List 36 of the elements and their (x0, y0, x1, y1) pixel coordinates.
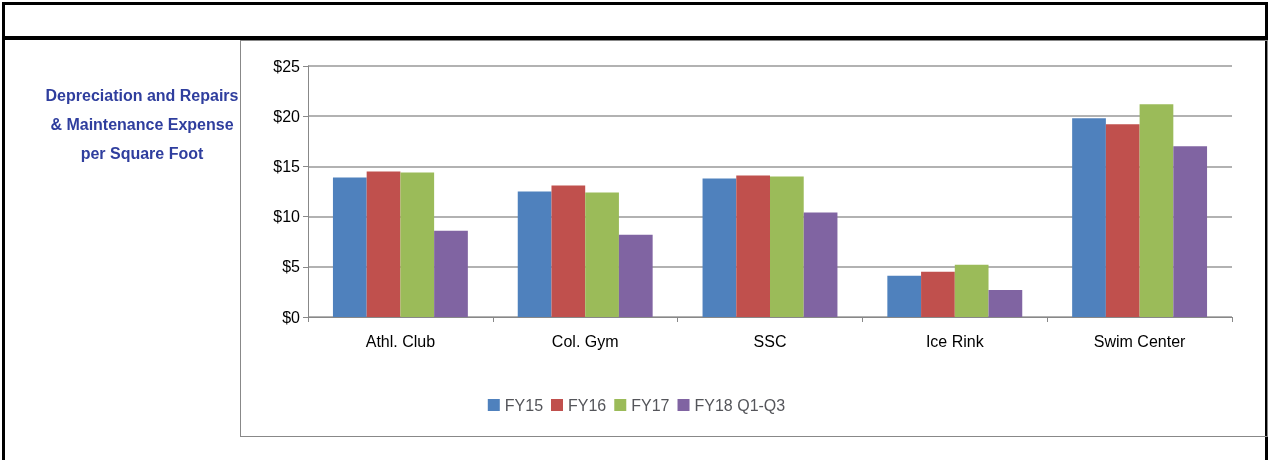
legend-label: FY17 (631, 396, 670, 414)
bar (921, 271, 955, 317)
bar (400, 172, 435, 317)
text: Depreciation and Repairs & Maintenance Expense per Square Foot (45, 87, 239, 162)
bar (551, 185, 586, 317)
bar (1139, 104, 1174, 317)
x-tick-label: Swim Center (1093, 332, 1187, 350)
bar (517, 191, 552, 317)
x-tick-label: Col. Gym (551, 332, 619, 350)
bar (585, 192, 619, 317)
legend-label: FY15 (504, 396, 544, 414)
y-tick-label: $0 (282, 308, 301, 326)
x-tick-label: Athl. Club (365, 332, 436, 350)
bar (434, 230, 468, 317)
bar (803, 212, 838, 317)
bar (702, 178, 737, 317)
y-tick-label: $20 (273, 107, 301, 125)
bar (1072, 118, 1106, 317)
y-tick-label: $10 (273, 208, 301, 226)
x-tick-label: SSC (753, 332, 787, 350)
x-tick-label: Ice Rink (925, 332, 985, 350)
bar (332, 177, 367, 317)
bar (736, 175, 770, 317)
bar (618, 234, 653, 317)
bar (366, 171, 401, 317)
bar (887, 275, 922, 317)
bar (1173, 146, 1208, 317)
legend-label: FY16 (568, 396, 607, 414)
bar (770, 176, 804, 317)
bar (954, 264, 989, 317)
bar (1105, 124, 1140, 317)
y-tick-label: $5 (282, 258, 301, 276)
bar (988, 289, 1023, 317)
y-tick-label: $25 (273, 57, 301, 75)
legend-label: FY18 Q1-Q3 (694, 396, 786, 414)
y-tick-label: $15 (273, 157, 301, 175)
